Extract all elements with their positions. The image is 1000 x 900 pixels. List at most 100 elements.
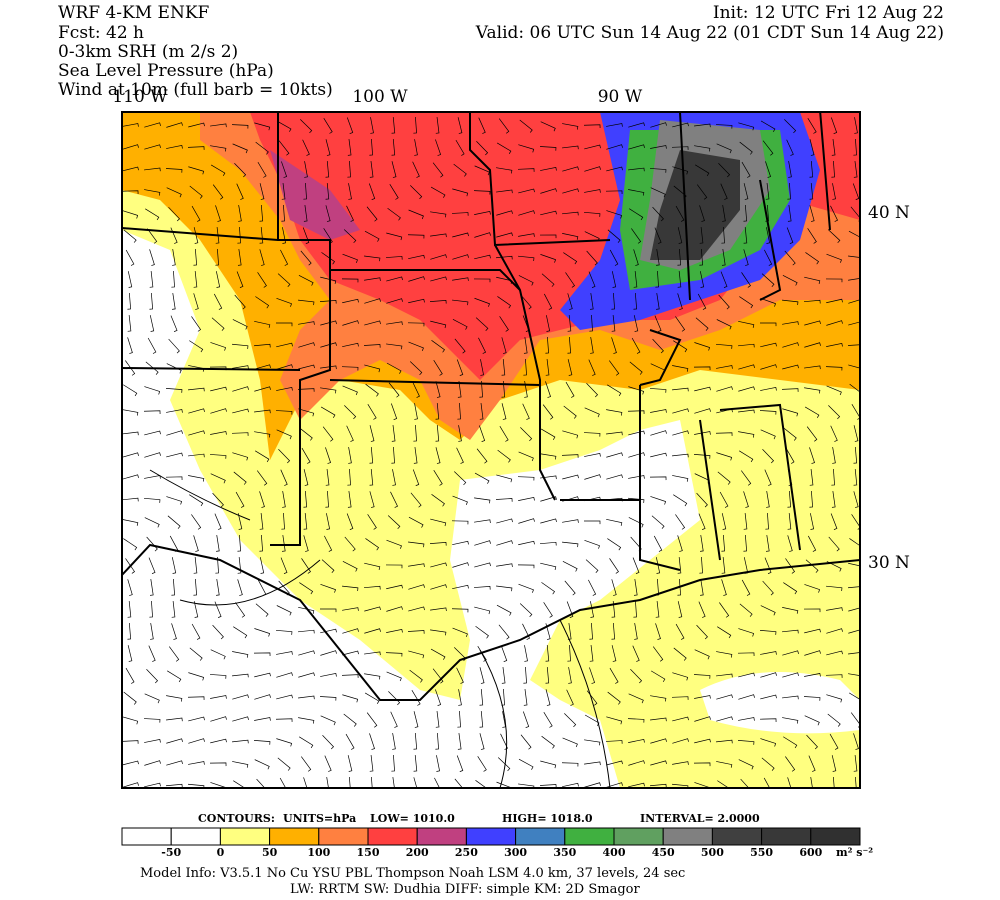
wind-barb (761, 273, 775, 287)
wind-barb (716, 739, 733, 744)
wind-barb (804, 320, 821, 326)
wind-barb (764, 249, 773, 266)
wind-barb (280, 249, 289, 266)
wind-barb (191, 205, 201, 222)
wind-barb (738, 672, 755, 678)
wind-barb (567, 359, 573, 376)
wind-barb (122, 497, 139, 502)
wind-barb (759, 629, 777, 635)
wind-barb (325, 205, 331, 222)
wind-barb (232, 739, 249, 744)
wind-barb (276, 651, 293, 655)
wind-barb (298, 672, 315, 678)
wind-barb (497, 449, 511, 463)
wind-barb (656, 249, 660, 266)
wind-barb (172, 249, 176, 266)
wind-barb (696, 184, 708, 200)
wind-barb (785, 447, 795, 464)
wind-barb (848, 629, 860, 634)
wind-barb (259, 183, 265, 200)
wind-barb (804, 365, 821, 370)
wind-barb (386, 539, 402, 549)
wind-barb (848, 562, 860, 567)
wind-barb (852, 183, 860, 200)
wind-barb (589, 293, 594, 310)
wind-barb (386, 298, 403, 304)
wind-barb (254, 431, 271, 438)
wind-barb (369, 447, 374, 464)
wind-barb (259, 227, 264, 244)
wind-barb (628, 475, 645, 479)
wind-barb (364, 230, 380, 242)
wind-barb (743, 249, 749, 266)
wind-barb (609, 249, 619, 266)
wind-barb (188, 738, 205, 744)
wind-barb (584, 474, 601, 480)
coastline (122, 543, 860, 701)
wind-barb (369, 755, 374, 772)
wind-barb (325, 490, 329, 508)
wind-barb (738, 431, 755, 438)
wind-barb (589, 622, 593, 640)
wind-barb (518, 496, 535, 501)
wind-barb (171, 623, 177, 640)
wind-barb (650, 738, 667, 744)
wind-barb (829, 733, 839, 750)
wind-barb (171, 270, 175, 288)
wind-barb (545, 359, 550, 376)
wind-barb (517, 564, 535, 569)
wind-barb (518, 144, 535, 153)
wind-barb (281, 183, 286, 200)
wind-barb (540, 210, 557, 216)
wind-barb (718, 294, 730, 310)
wind-barb (256, 470, 268, 486)
wind-barb (166, 496, 183, 505)
wind-barb (606, 409, 623, 416)
wind-barb (187, 696, 205, 700)
wind-barb (738, 343, 755, 348)
wind-barb (518, 275, 534, 286)
wind-barb (853, 425, 859, 442)
colorbar-label: 150 (357, 846, 380, 859)
wind-barb (611, 271, 617, 288)
wind-barb (806, 734, 818, 750)
wind-barb (803, 696, 821, 701)
wind-barb (765, 535, 770, 552)
wind-barb (606, 123, 623, 127)
wind-barb (232, 761, 249, 768)
wind-barb (677, 601, 683, 618)
wind-barb (123, 538, 138, 551)
wind-barb (766, 227, 771, 244)
wind-barb (739, 296, 754, 309)
wind-barb (434, 777, 440, 788)
wind-barb (149, 600, 153, 618)
wind-barb (364, 651, 381, 656)
wind-barb (122, 760, 139, 766)
wind-barb (830, 513, 838, 530)
wind-barb (804, 387, 821, 394)
wind-barb (413, 777, 418, 788)
wind-barb (650, 430, 667, 436)
wind-barb (694, 716, 711, 722)
wind-barb (143, 718, 161, 723)
wind-barb (303, 182, 307, 200)
wind-barb (588, 271, 596, 288)
wind-barb (518, 540, 535, 546)
wind-barb (408, 298, 425, 304)
wind-barb (429, 300, 447, 304)
colorbar-label: 500 (701, 846, 724, 859)
wind-barb (826, 650, 843, 656)
wind-barb (276, 297, 292, 307)
longitude-label: 100 W (352, 87, 408, 107)
wind-barb (188, 475, 205, 482)
wind-barb (232, 651, 249, 658)
wind-barb (342, 385, 358, 396)
wind-barb (238, 205, 242, 222)
wind-barb (165, 388, 183, 393)
wind-barb (122, 519, 139, 526)
wind-barb (304, 161, 308, 178)
wind-barb (254, 672, 271, 678)
wind-barb (125, 667, 135, 684)
